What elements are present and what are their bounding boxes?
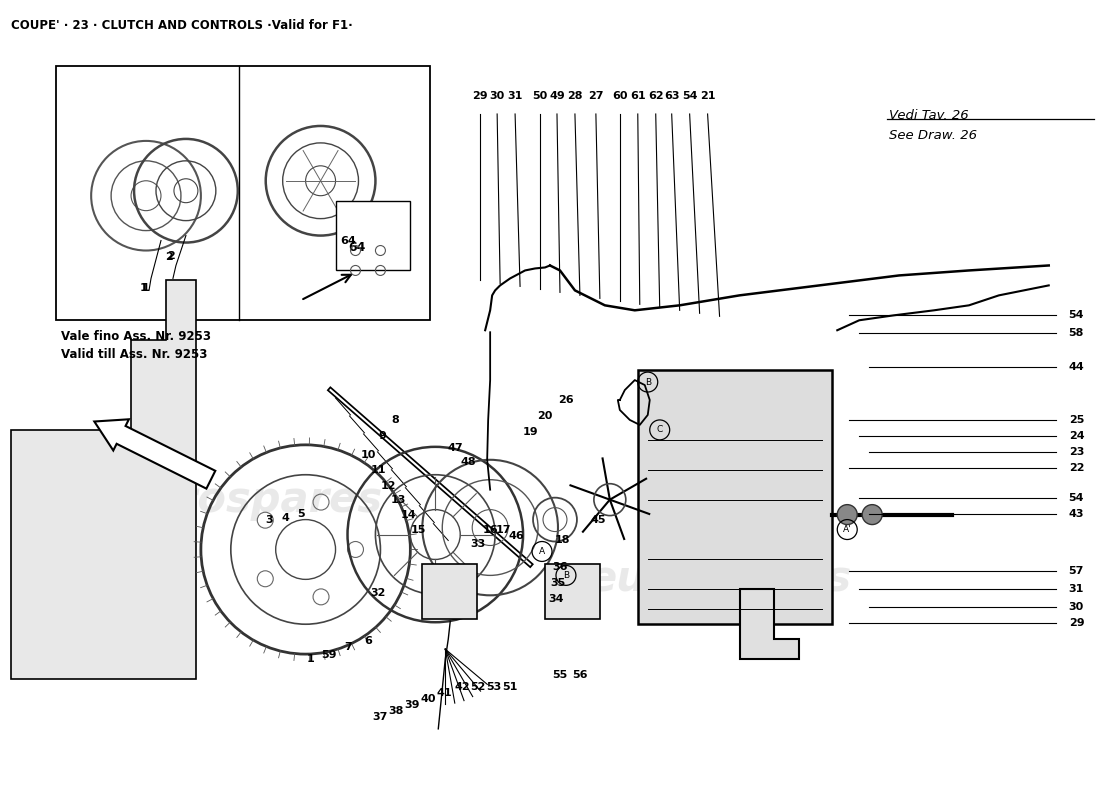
Polygon shape	[11, 281, 196, 679]
Text: 27: 27	[588, 91, 604, 101]
Bar	[336, 201, 410, 270]
Text: 54: 54	[682, 91, 697, 101]
Text: 6: 6	[364, 636, 373, 646]
Text: 62: 62	[648, 91, 663, 101]
Text: A': A'	[843, 525, 851, 534]
Bar	[422, 565, 477, 619]
Text: 44: 44	[1069, 362, 1085, 372]
Text: 52: 52	[471, 682, 486, 692]
Text: 10: 10	[361, 450, 376, 460]
Text: 22: 22	[1069, 462, 1085, 473]
Bar	[544, 565, 600, 619]
Circle shape	[862, 505, 882, 525]
Text: 20: 20	[537, 411, 552, 421]
Text: 1: 1	[140, 283, 147, 294]
Text: 31: 31	[1069, 584, 1085, 594]
Text: 48: 48	[461, 457, 476, 466]
Text: eurospares: eurospares	[119, 478, 383, 521]
Polygon shape	[739, 590, 800, 659]
Text: 35: 35	[550, 578, 565, 588]
Text: 33: 33	[471, 539, 486, 550]
Text: A: A	[539, 547, 546, 556]
Text: 17: 17	[495, 525, 510, 534]
Text: 15: 15	[410, 525, 426, 534]
Text: 53: 53	[486, 682, 502, 692]
Text: 21: 21	[700, 91, 715, 101]
Text: 64: 64	[349, 241, 366, 254]
Text: 42: 42	[454, 682, 470, 692]
Bar	[638, 370, 833, 624]
Text: 2: 2	[165, 251, 173, 262]
Text: 25: 25	[1069, 415, 1085, 425]
Text: 30: 30	[1069, 602, 1084, 612]
Text: 58: 58	[1069, 328, 1085, 338]
FancyArrow shape	[95, 419, 216, 489]
Text: 54: 54	[1069, 310, 1085, 320]
Text: 43: 43	[1069, 509, 1085, 518]
Text: COUPE' · 23 · CLUTCH AND CONTROLS ·Valid for F1·: COUPE' · 23 · CLUTCH AND CONTROLS ·Valid…	[11, 19, 353, 32]
Text: 29: 29	[472, 91, 488, 101]
Text: 55: 55	[552, 670, 568, 680]
Text: 19: 19	[522, 427, 538, 437]
Text: 4: 4	[282, 513, 289, 522]
Text: 29: 29	[1069, 618, 1085, 628]
Text: Vedi Tav. 26: Vedi Tav. 26	[889, 109, 969, 122]
Text: 38: 38	[388, 706, 404, 716]
Text: 59: 59	[321, 650, 337, 660]
Text: 5: 5	[297, 509, 305, 518]
Text: 49: 49	[549, 91, 565, 101]
Text: 60: 60	[612, 91, 628, 101]
Text: 51: 51	[503, 682, 518, 692]
Text: 46: 46	[508, 530, 524, 541]
Text: 11: 11	[371, 465, 386, 474]
Text: See Draw. 26: See Draw. 26	[889, 129, 977, 142]
Text: 31: 31	[507, 91, 522, 101]
Text: eurospares: eurospares	[588, 558, 851, 600]
Text: Vale fino Ass. Nr. 9253: Vale fino Ass. Nr. 9253	[62, 330, 211, 343]
Text: 36: 36	[552, 562, 568, 573]
Text: 56: 56	[572, 670, 587, 680]
Text: 34: 34	[548, 594, 563, 604]
Text: 41: 41	[437, 688, 452, 698]
Text: 26: 26	[558, 395, 574, 405]
Text: 1: 1	[142, 283, 150, 294]
Text: 54: 54	[1069, 493, 1085, 502]
Text: 14: 14	[400, 510, 416, 520]
Text: B: B	[563, 571, 569, 580]
Text: 57: 57	[1069, 566, 1085, 577]
Bar	[56, 66, 430, 320]
Text: 61: 61	[630, 91, 646, 101]
Text: 24: 24	[1069, 431, 1085, 441]
Text: 40: 40	[420, 694, 436, 704]
Text: 64: 64	[341, 235, 356, 246]
Text: 18: 18	[554, 534, 570, 545]
Text: 16: 16	[482, 525, 498, 534]
Text: 32: 32	[371, 588, 386, 598]
Text: 50: 50	[532, 91, 548, 101]
Text: 45: 45	[590, 514, 606, 525]
Text: 8: 8	[392, 415, 399, 425]
Text: 13: 13	[390, 494, 406, 505]
Text: 7: 7	[344, 642, 352, 652]
Text: B: B	[645, 378, 651, 386]
Text: 63: 63	[664, 91, 680, 101]
Circle shape	[837, 505, 857, 525]
Text: 47: 47	[448, 443, 463, 453]
Text: Valid till Ass. Nr. 9253: Valid till Ass. Nr. 9253	[62, 348, 208, 361]
Text: 12: 12	[381, 481, 396, 490]
Text: 3: 3	[265, 514, 273, 525]
Text: 2: 2	[167, 250, 175, 261]
Text: C: C	[657, 426, 663, 434]
Text: 9: 9	[378, 431, 386, 441]
Text: 39: 39	[405, 700, 420, 710]
Text: 37: 37	[373, 712, 388, 722]
Text: 30: 30	[490, 91, 505, 101]
Text: 1: 1	[307, 654, 315, 664]
Text: 28: 28	[568, 91, 583, 101]
Text: 23: 23	[1069, 447, 1085, 457]
